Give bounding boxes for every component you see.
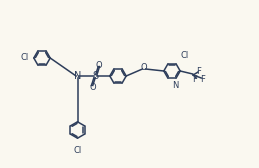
Text: F: F (192, 74, 197, 83)
Text: N: N (172, 81, 178, 90)
Text: F: F (200, 74, 205, 83)
Text: F: F (196, 67, 201, 75)
Text: N: N (74, 71, 81, 81)
Text: O: O (95, 60, 102, 70)
Text: Cl: Cl (73, 146, 82, 155)
Text: Cl: Cl (180, 51, 188, 60)
Text: O: O (89, 82, 96, 92)
Text: S: S (92, 71, 99, 81)
Text: Cl: Cl (20, 53, 29, 62)
Text: O: O (141, 64, 147, 73)
